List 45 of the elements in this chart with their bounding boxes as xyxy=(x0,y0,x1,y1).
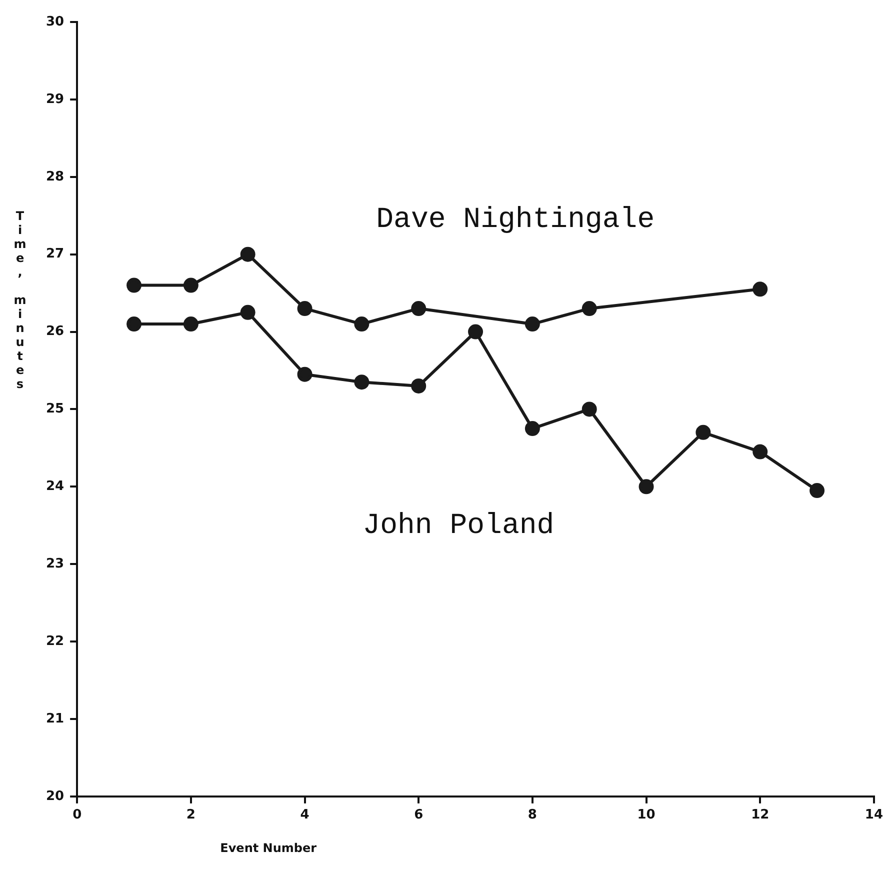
x-tick-label: 6 xyxy=(414,808,424,823)
x-tick-label: 8 xyxy=(528,808,537,823)
point xyxy=(126,278,142,293)
point xyxy=(638,479,654,494)
point xyxy=(582,402,597,417)
x-tick-label: 0 xyxy=(72,808,82,823)
point xyxy=(354,374,370,390)
y-tick-label: 28 xyxy=(46,169,64,184)
point xyxy=(810,483,825,498)
point xyxy=(297,366,312,382)
text: Dave Nightingale xyxy=(376,203,655,236)
point xyxy=(468,324,484,340)
text: Time, minutes xyxy=(14,208,26,391)
point xyxy=(752,282,768,297)
x-tick-label: 10 xyxy=(637,808,656,823)
text: John Poland xyxy=(362,509,554,542)
point xyxy=(297,301,312,316)
point xyxy=(354,316,370,332)
x-tick-label: 2 xyxy=(186,808,196,823)
x-axis-title: Event Number xyxy=(220,841,317,856)
point xyxy=(183,278,198,293)
y-tick-label: 21 xyxy=(46,711,64,726)
point xyxy=(240,246,256,262)
point xyxy=(524,316,540,332)
point xyxy=(183,316,198,332)
y-tick-label: 25 xyxy=(46,402,64,417)
y-tick-label: 29 xyxy=(46,92,64,107)
point xyxy=(411,301,426,316)
x-tick-label: 14 xyxy=(864,808,883,823)
point xyxy=(411,378,426,394)
x-tick-label: 12 xyxy=(751,808,770,823)
point xyxy=(240,304,256,320)
y-tick-label: 22 xyxy=(46,634,64,649)
point xyxy=(752,444,768,460)
y-tick-label: 23 xyxy=(46,556,64,572)
point xyxy=(582,301,597,316)
y-tick-label: 20 xyxy=(46,788,64,804)
y-tick-label: 27 xyxy=(46,246,64,262)
y-tick-label: 30 xyxy=(46,14,64,30)
point xyxy=(524,421,540,436)
point xyxy=(696,424,711,440)
y-tick-label: 26 xyxy=(46,324,64,340)
y-tick-label: 24 xyxy=(46,479,64,494)
point xyxy=(126,316,142,332)
x-tick-label: 4 xyxy=(300,808,310,823)
